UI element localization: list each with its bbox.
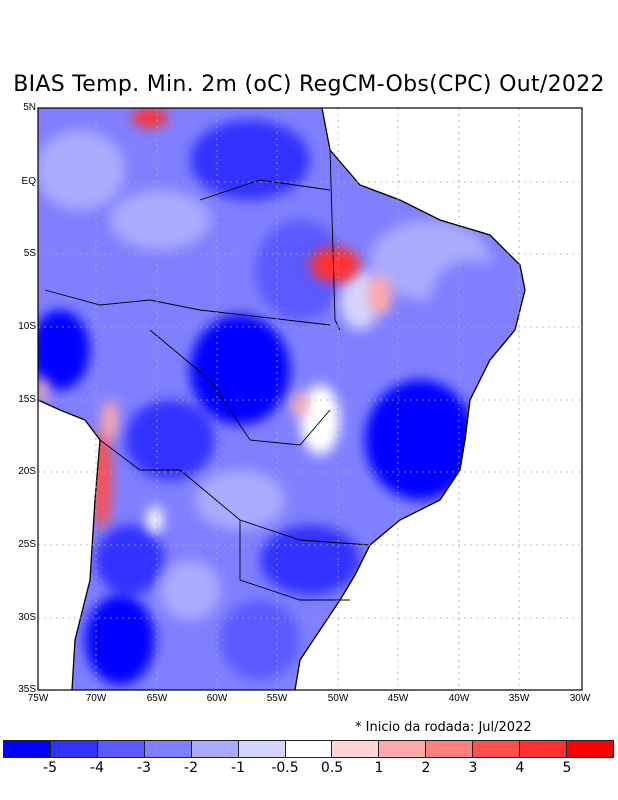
colorbar-swatch [97,741,145,757]
colorbar-label: 2 [421,760,431,776]
pacific-coastline [37,399,101,691]
colorbar-swatch [379,741,427,757]
lon-label: 55W [266,693,288,704]
lon-label: 35W [508,693,530,704]
lat-label: 10S [18,321,36,332]
lon-label: 60W [206,693,228,704]
grid-lines [38,108,582,690]
lon-label: 75W [27,693,49,704]
lat-label: 5S [23,248,36,259]
colorbar-label: 3 [468,760,478,776]
colorbar-swatch [144,741,192,757]
colorbar-swatch [332,741,380,757]
colorbar-label: -1 [231,760,245,776]
colorbar-swatch [191,741,239,757]
colorbar-label: -0.5 [271,760,299,776]
map-title: BIAS Temp. Min. 2m (oC) RegCM-Obs(CPC) O… [13,72,605,97]
lat-label: 15S [18,394,36,405]
lat-label: 35S [18,684,36,695]
lat-label: 25S [18,539,36,550]
colorbar-swatch [285,741,333,757]
lon-label: 40W [448,693,470,704]
lon-label: 30W [569,693,591,704]
lon-label: 65W [146,693,168,704]
lat-label: EQ [21,176,36,187]
colorbar-label: 0.5 [320,760,344,776]
run-start-note: * Inicio da rodada: Jul/2022 [355,720,532,735]
colorbar [3,740,614,758]
lat-label: 30S [18,612,36,623]
bias-field [38,108,525,690]
lat-label: 5N [23,102,36,113]
colorbar-label: 1 [374,760,384,776]
lon-label: 45W [387,693,409,704]
colorbar-label: -5 [43,760,57,776]
colorbar-label: -4 [90,760,104,776]
colorbar-swatch [50,741,98,757]
colorbar-swatch [4,741,51,757]
colorbar-label: -3 [137,760,151,776]
lon-label: 50W [327,693,349,704]
colorbar-swatch [238,741,286,757]
colorbar-label: -2 [184,760,198,776]
colorbar-swatch [473,741,521,757]
lon-label: 70W [85,693,107,704]
colorbar-label: 5 [562,760,572,776]
lat-label: 20S [18,466,36,477]
colorbar-swatch [567,741,613,757]
colorbar-swatch [426,741,474,757]
map-frame [37,107,583,691]
colorbar-label: 4 [515,760,525,776]
colorbar-swatch [520,741,568,757]
